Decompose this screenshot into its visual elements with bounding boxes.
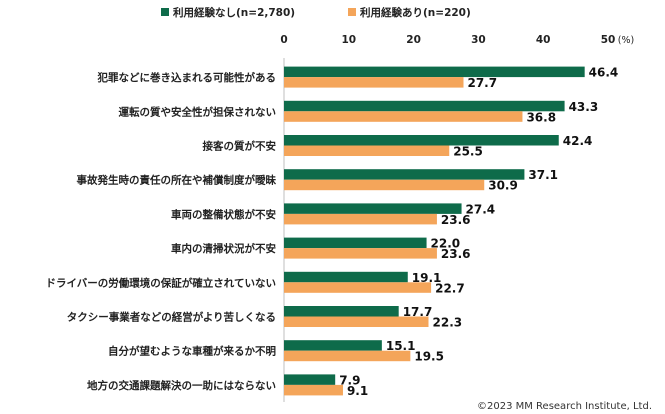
x-tick-label: 20 [406, 34, 421, 46]
data-label: 37.1 [528, 168, 558, 182]
bar-no-experience [284, 100, 565, 112]
legend-label-1: 利用経験あり(n=220) [360, 6, 471, 19]
category-label: タクシー事業者などの経営がより苦しくなる [67, 311, 276, 324]
data-label: 22.0 [431, 237, 461, 251]
bar-experience [284, 282, 432, 293]
data-label: 43.3 [569, 100, 599, 114]
data-label: 30.9 [488, 179, 518, 193]
bar-no-experience [284, 66, 585, 78]
bar-no-experience [284, 374, 336, 385]
bar-experience [284, 145, 450, 156]
bar-no-experience [284, 237, 427, 249]
x-tick-label: 50 [601, 34, 616, 46]
bar-no-experience [284, 340, 382, 351]
data-label: 23.6 [441, 213, 471, 227]
legend-swatch-1 [348, 8, 356, 16]
legend-label-0: 利用経験なし(n=2,780) [173, 6, 295, 19]
bar-no-experience [284, 271, 408, 283]
category-label: 車両の整備状態が不安 [171, 208, 276, 221]
bar-experience [284, 248, 437, 259]
bar-no-experience [284, 135, 559, 146]
data-label: 42.4 [563, 134, 593, 148]
bar-experience [284, 77, 464, 88]
bar-experience [284, 384, 343, 396]
category-label: 運転の質や安全性が担保されない [119, 105, 277, 118]
bar-experience [284, 350, 411, 362]
category-label: 自分が望むような車種が来るか不明 [108, 345, 276, 358]
category-label: 事故発生時の責任の所在や補償制度が曖昧 [77, 174, 277, 187]
bar-experience [284, 111, 523, 122]
x-axis-ticks: 0 10 20 30 40 50 (%) [280, 34, 634, 46]
bar-no-experience [284, 169, 525, 180]
legend: 利用経験なし(n=2,780) 利用経験あり(n=220) [161, 6, 471, 19]
bars [284, 66, 585, 396]
data-label: 23.6 [441, 247, 471, 261]
data-label: 19.5 [414, 350, 444, 364]
bar-no-experience [284, 306, 399, 317]
x-tick-label: 40 [536, 34, 551, 46]
x-tick-label: 30 [471, 34, 486, 46]
data-label: 36.8 [526, 110, 556, 124]
value-labels: 46.427.743.336.842.425.537.130.927.423.6… [339, 66, 618, 398]
data-label: 7.9 [339, 373, 360, 387]
data-label: 9.1 [347, 384, 368, 398]
data-label: 22.3 [433, 316, 463, 330]
bar-no-experience [284, 203, 462, 214]
data-label: 19.1 [412, 271, 442, 285]
x-tick-label: 0 [280, 34, 287, 46]
category-labels: 犯罪などに巻き込まれる可能性がある運転の質や安全性が担保されない接客の質が不安事… [46, 71, 277, 392]
data-label: 27.7 [467, 76, 497, 90]
bar-experience [284, 179, 485, 191]
x-unit-label: (%) [618, 35, 634, 46]
category-label: ドライバーの労働環境の保証が確立されていない [46, 276, 276, 289]
category-label: 接客の質が不安 [203, 140, 277, 153]
data-label: 22.7 [435, 281, 465, 295]
data-label: 17.7 [403, 305, 433, 319]
category-label: 地方の交通課題解決の一助にはならない [87, 379, 276, 392]
category-label: 犯罪などに巻き込まれる可能性がある [97, 71, 277, 84]
category-label: 車内の清掃状況が不安 [171, 242, 276, 255]
data-label: 27.4 [466, 202, 496, 216]
legend-swatch-0 [161, 8, 169, 16]
copyright-text: ©2023 MM Research Institute, Ltd. [477, 401, 652, 412]
data-label: 25.5 [453, 145, 483, 159]
bar-experience [284, 316, 429, 327]
bar-experience [284, 213, 437, 225]
data-label: 15.1 [386, 339, 416, 353]
x-tick-label: 10 [341, 34, 356, 46]
data-label: 46.4 [589, 66, 619, 80]
